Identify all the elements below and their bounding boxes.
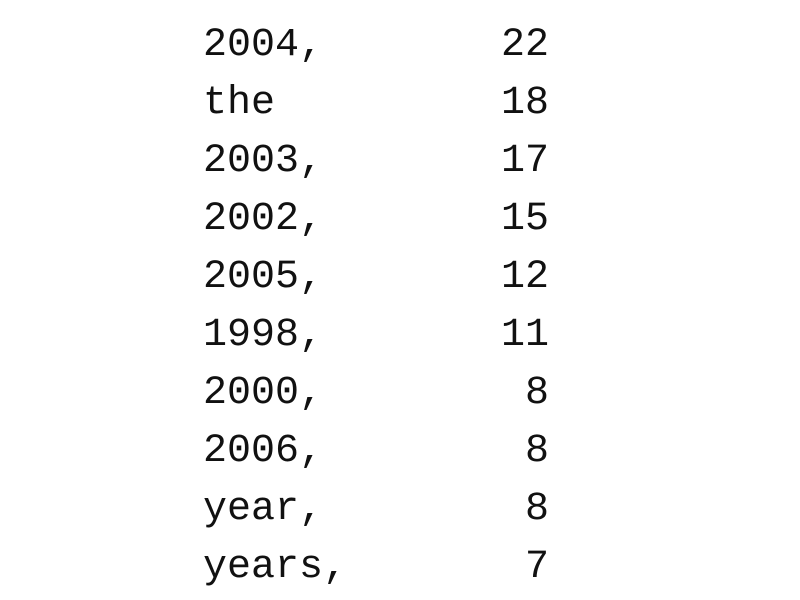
word-count-row: 2004, 22 bbox=[203, 17, 563, 75]
count-value: 7 bbox=[524, 545, 549, 590]
count-value: 8 bbox=[524, 429, 549, 474]
word-count-row: 2003, 17 bbox=[203, 133, 563, 191]
word-count-row: 2006, 8 bbox=[203, 423, 563, 481]
word-count-row: 2000, 8 bbox=[203, 365, 563, 423]
word-count-row: years, 7 bbox=[203, 539, 563, 597]
count-value: 8 bbox=[524, 371, 549, 416]
word-text: the bbox=[203, 81, 276, 126]
word-text: 2000, bbox=[203, 371, 324, 416]
word-count-output: 2004, 22 the 18 2003, 17 2002, 15 2005, … bbox=[203, 17, 563, 597]
count-value: 18 bbox=[500, 81, 549, 126]
word-text: year, bbox=[203, 487, 324, 532]
count-value: 22 bbox=[500, 23, 549, 68]
word-text: 2005, bbox=[203, 255, 324, 300]
count-value: 12 bbox=[500, 255, 549, 300]
word-text: 1998, bbox=[203, 313, 324, 358]
word-text: 2004, bbox=[203, 23, 324, 68]
word-count-row: 2005, 12 bbox=[203, 249, 563, 307]
count-value: 15 bbox=[500, 197, 549, 242]
word-text: 2006, bbox=[203, 429, 324, 474]
word-text: 2003, bbox=[203, 139, 324, 184]
count-value: 8 bbox=[524, 487, 549, 532]
count-value: 17 bbox=[500, 139, 549, 184]
word-text: 2002, bbox=[203, 197, 324, 242]
word-count-row: year, 8 bbox=[203, 481, 563, 539]
word-count-row: 1998, 11 bbox=[203, 307, 563, 365]
word-count-row: 2002, 15 bbox=[203, 191, 563, 249]
count-value: 11 bbox=[500, 313, 549, 358]
word-text: years, bbox=[203, 545, 348, 590]
word-count-row: the 18 bbox=[203, 75, 563, 133]
